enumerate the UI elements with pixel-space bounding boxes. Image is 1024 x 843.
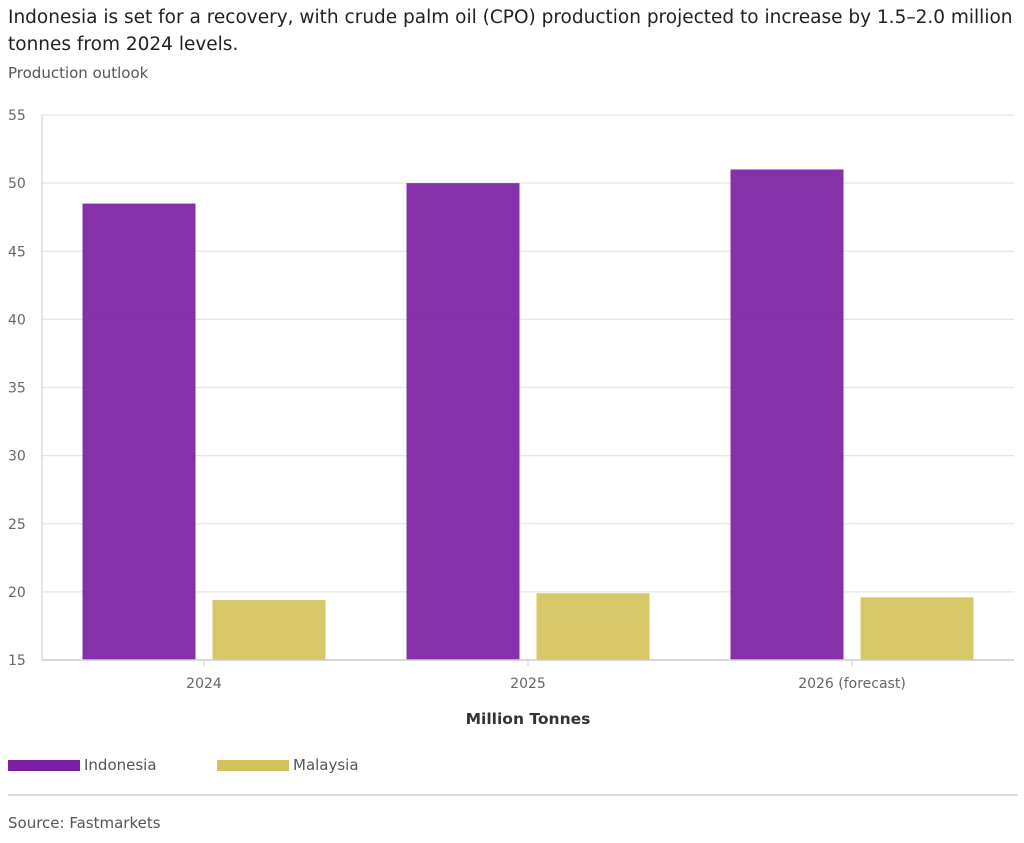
bar-malaysia-1[interactable] bbox=[536, 593, 650, 660]
y-tick-label: 50 bbox=[8, 176, 26, 192]
bar-malaysia-2[interactable] bbox=[860, 597, 974, 660]
y-tick-label: 45 bbox=[8, 244, 26, 260]
y-tick-label: 25 bbox=[8, 517, 26, 533]
bar-malaysia-0[interactable] bbox=[212, 600, 326, 660]
y-tick-label: 20 bbox=[8, 585, 26, 601]
gridlines bbox=[42, 114, 1014, 593]
bar-indonesia-1[interactable] bbox=[406, 183, 520, 660]
bar-indonesia-2[interactable] bbox=[730, 169, 844, 661]
y-tick-label: 15 bbox=[8, 653, 26, 669]
y-tick-label: 40 bbox=[8, 312, 26, 328]
x-tick-label: 2025 bbox=[510, 676, 546, 692]
legend-label-malaysia: Malaysia bbox=[293, 756, 359, 774]
source-note: Source: Fastmarkets bbox=[8, 814, 161, 832]
legend-swatch-malaysia bbox=[217, 760, 289, 771]
chart-title: Indonesia is set for a recovery, with cr… bbox=[8, 7, 1013, 55]
y-tick-label: 55 bbox=[8, 108, 26, 124]
y-tick-label: 30 bbox=[8, 449, 26, 465]
legend-swatch-indonesia bbox=[8, 760, 80, 771]
legend-label-indonesia: Indonesia bbox=[84, 756, 157, 774]
y-tick-label: 35 bbox=[8, 381, 26, 397]
x-tick-label: 2024 bbox=[186, 676, 222, 692]
bar-indonesia-0[interactable] bbox=[82, 203, 196, 660]
chart-subtitle: Production outlook bbox=[8, 64, 149, 82]
x-tick-label: 2026 (forecast) bbox=[798, 676, 906, 692]
x-axis-title: Million Tonnes bbox=[466, 710, 591, 728]
bars bbox=[82, 169, 974, 661]
footer-divider bbox=[8, 794, 1018, 796]
